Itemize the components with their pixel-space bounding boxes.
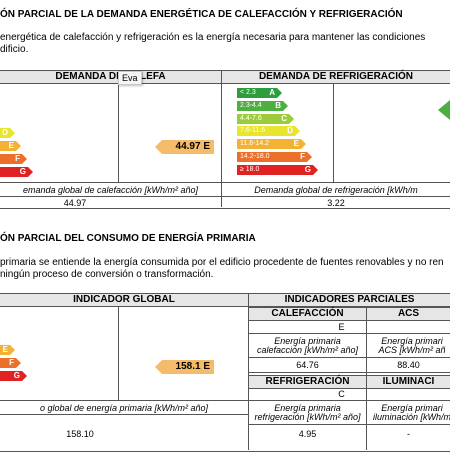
calefaccion-label: CALEFACCIÓN <box>249 307 366 321</box>
global-value: 158.10 <box>66 429 94 439</box>
section2-line1: primaria se entiende la energía consumid… <box>0 257 444 268</box>
cooling-header: DEMANDA DE REFRIGERACIÓN <box>222 71 450 84</box>
iluminacion-caption1: Energía primari <box>381 403 443 413</box>
global-bar-e: E <box>0 345 15 355</box>
calefaccion-caption2: calefacción [kWh/m² año] <box>256 345 359 355</box>
heating-header: DEMANDA DE CALEFA <box>0 71 221 84</box>
cooling-bar-range: 11.6-14.2 <box>240 140 270 148</box>
global-caption: o global de energía primaria [kWh/m² año… <box>39 403 209 413</box>
refrigeracion-letter: C <box>338 389 345 399</box>
heating-bar-d: D <box>0 128 15 138</box>
cooling-bar-range: 2.3-4.4 <box>240 101 262 109</box>
cooling-bar-range: 14.2-18.0 <box>240 153 270 160</box>
section1-line2: dificio. <box>0 44 29 55</box>
cooling-value: 3.22 <box>327 198 345 208</box>
heating-bar-f: F <box>0 154 27 164</box>
cooling-bar-range: ≥ 18.0 <box>240 165 260 173</box>
section1-title: ÓN PARCIAL DE LA DEMANDA ENERGÉTICA DE C… <box>0 9 403 20</box>
heating-bar-e: E <box>0 141 21 151</box>
cooling-bar-letter: B <box>275 100 281 110</box>
cooling-bar-a: < 2.3 A <box>237 88 282 98</box>
cooling-bar-letter: F <box>300 152 305 161</box>
cooling-bar-letter: D <box>287 126 293 136</box>
cooling-bar-d: 7.6-11.6 D <box>237 126 300 137</box>
global-header: INDICADOR GLOBAL <box>0 294 248 307</box>
iluminacion-label: ILUMINACI <box>367 375 450 389</box>
section2-line2: ningún proceso de conversión o transform… <box>0 269 214 280</box>
refrigeracion-label: REFRIGERACIÓN <box>249 375 366 389</box>
acs-caption1: Energía primari <box>381 336 443 346</box>
refrigeracion-value: 4.95 <box>298 429 317 439</box>
refrigeracion-caption1: Energía primaria <box>274 403 341 413</box>
iluminacion-caption2: iluminación [kWh/m <box>372 412 450 422</box>
cooling-bar-c: 4.4-7.6 C <box>237 113 294 124</box>
calefaccion-caption1: Energía primaria <box>274 336 341 346</box>
heating-value: 44.97 <box>63 198 87 208</box>
cooling-bar-range: 4.4-7.6 <box>240 114 262 122</box>
cooling-bar-letter: E <box>293 139 299 149</box>
demand-table <box>0 70 450 209</box>
cooling-bar-range: 7.6-11.6 <box>240 127 266 135</box>
calefaccion-letter: E <box>338 322 345 332</box>
calefaccion-value: 64.76 <box>296 360 319 370</box>
partial-header: INDICADORES PARCIALES <box>249 294 450 307</box>
section1-line1: energética de calefacción y refrigeració… <box>0 32 426 43</box>
heating-bar-g: G <box>0 167 33 177</box>
cooling-bar-letter: G <box>304 164 311 174</box>
global-bar-g: G <box>0 371 27 381</box>
global-rating-tag: 158.1 E <box>155 360 214 374</box>
heating-rating-tag: 44.97 E <box>155 140 214 154</box>
iluminacion-value: - <box>407 429 410 439</box>
global-bar-f: F <box>0 358 21 368</box>
cooling-bar-range: < 2.3 <box>240 89 256 96</box>
acs-label: ACS <box>367 307 450 321</box>
cooling-bar-f: 14.2-18.0 F <box>237 152 312 162</box>
heating-caption: emanda global de calefacción [kWh/m² año… <box>22 185 199 195</box>
tooltip: Eva <box>118 71 142 85</box>
cooling-rating-arrow <box>438 100 450 120</box>
refrigeracion-caption2: refrigeración [kWh/m² año] <box>254 412 361 422</box>
acs-caption2: ACS [kWh/m² añ <box>378 345 446 355</box>
cooling-bar-letter: A <box>269 88 275 97</box>
cooling-caption: Demanda global de refrigeración [kWh/m <box>254 185 418 195</box>
cooling-bar-letter: C <box>281 113 287 123</box>
cooling-bar-b: 2.3-4.4 B <box>237 100 288 111</box>
cooling-bar-g: ≥ 18.0 G <box>237 164 318 175</box>
cooling-bar-e: 11.6-14.2 E <box>237 139 306 150</box>
section2-title: ÓN PARCIAL DEL CONSUMO DE ENERGÍA PRIMAR… <box>0 233 256 244</box>
acs-value: 88.40 <box>397 360 420 370</box>
